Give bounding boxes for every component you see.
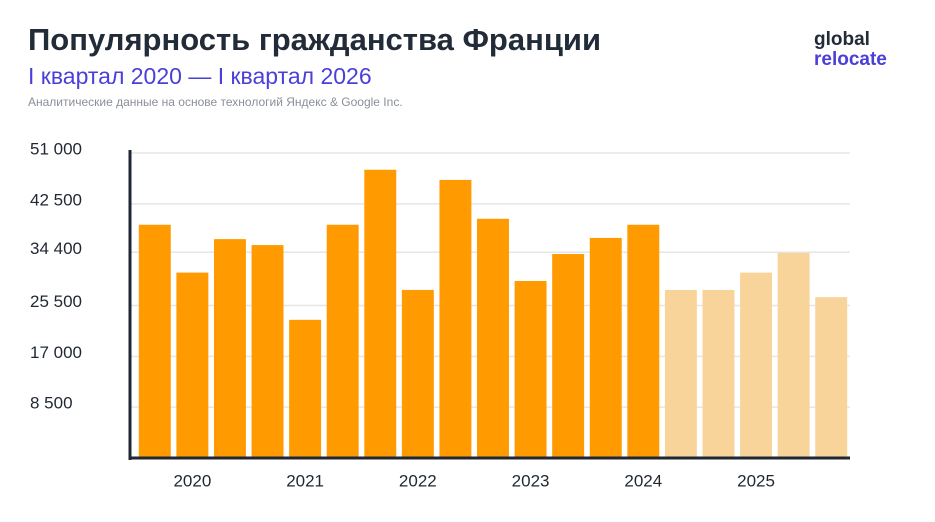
bar bbox=[213, 239, 246, 458]
x-tick-label: 2021 bbox=[286, 471, 324, 490]
x-tick-label: 2020 bbox=[173, 471, 211, 490]
bar bbox=[326, 224, 359, 458]
bar bbox=[815, 297, 848, 458]
bar bbox=[251, 245, 284, 458]
bar bbox=[401, 289, 434, 458]
y-tick-label: 34 400 bbox=[30, 239, 82, 258]
bar bbox=[289, 319, 322, 458]
bar bbox=[176, 272, 209, 458]
bar bbox=[627, 224, 660, 458]
bar bbox=[514, 280, 547, 458]
bar bbox=[589, 237, 622, 458]
x-tick-label: 2022 bbox=[399, 471, 437, 490]
bar bbox=[702, 289, 735, 458]
logo-bottom: relocate bbox=[814, 49, 887, 70]
chart-subtitle: I квартал 2020 — I квартал 2026 bbox=[28, 63, 372, 89]
bar bbox=[664, 289, 697, 458]
y-tick-label: 25 500 bbox=[30, 292, 82, 311]
logo-top: global bbox=[814, 29, 870, 50]
bar bbox=[477, 218, 509, 458]
source-note: Аналитические данные на основе технологи… bbox=[28, 95, 403, 109]
bar bbox=[439, 179, 472, 459]
x-tick-label: 2025 bbox=[737, 471, 775, 490]
chart-title: Популярность гражданства Франции bbox=[28, 22, 601, 57]
bar bbox=[552, 254, 585, 458]
bar bbox=[364, 169, 397, 458]
y-tick-label: 51 000 bbox=[30, 139, 82, 158]
x-tick-label: 2023 bbox=[512, 471, 550, 490]
y-tick-label: 8 500 bbox=[30, 394, 73, 413]
bar bbox=[138, 224, 171, 458]
y-tick-label: 17 000 bbox=[30, 343, 82, 362]
y-tick-label: 42 500 bbox=[30, 190, 82, 209]
bar bbox=[777, 252, 810, 458]
bar bbox=[740, 272, 773, 458]
x-tick-label: 2024 bbox=[624, 471, 662, 490]
